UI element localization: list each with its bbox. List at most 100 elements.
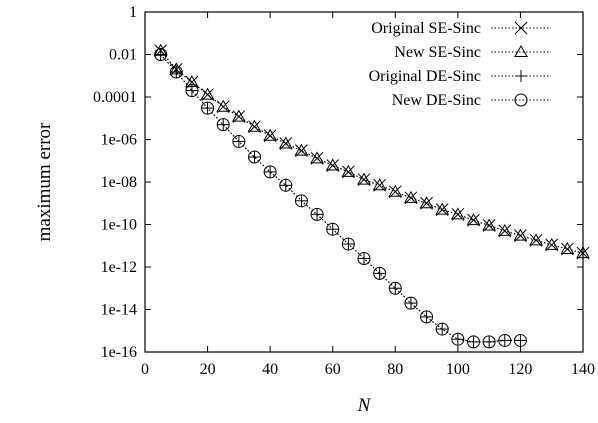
data-point-plus [170,66,183,79]
data-point-circle [513,333,527,347]
data-point-triangle [513,228,528,241]
data-point-triangle [200,87,215,100]
data-point-circle [232,135,246,149]
y-tick-label: 1e-08 [101,174,137,191]
data-point-circle [357,252,371,266]
data-point-plus [217,118,230,131]
data-point-circle [294,194,308,208]
data-point-circle [216,118,230,132]
y-tick-label: 1e-16 [101,344,137,361]
series-line [160,54,521,343]
data-point-triangle [419,196,434,209]
data-point-circle [482,335,496,349]
y-tick-label: 1e-10 [101,217,137,234]
data-point-circle [169,65,183,79]
plot-frame [144,11,584,353]
data-point-circle [451,332,465,346]
y-tick-label: 1e-06 [101,132,137,149]
data-point-circle [310,207,324,221]
data-point-plus [404,297,417,310]
legend-item: Original SE-Sinc [371,20,551,37]
data-point-circle [279,178,293,192]
y-tick-label: 0.01 [109,47,137,64]
x-tick-label: 100 [446,361,470,378]
data-point-plus [248,151,261,164]
legend-label: Original SE-Sinc [371,20,481,37]
legend-marker-plus [515,70,527,82]
x-tick-label: 40 [262,361,278,378]
data-point-circle [498,333,512,347]
data-point-circle [154,48,168,61]
data-point-triangle [576,246,590,259]
data-point-triangle [341,164,356,177]
y-axis-label: maximum error [34,122,55,241]
data-point-circle [201,101,215,115]
series-triangle [153,43,590,259]
x-tick-label: 140 [571,361,595,378]
data-point-plus [232,135,245,148]
data-point-plus [311,208,324,221]
data-point-triangle [325,158,340,171]
data-point-circle [341,237,355,251]
x-axis-label: N [357,395,372,416]
legend-item: New DE-Sinc [392,92,551,109]
data-point-circle [388,281,402,295]
data-point-circle [467,335,480,349]
x-tick-label: 120 [508,361,532,378]
legend-marker-triangle [514,44,528,57]
data-point-plus [389,282,402,295]
data-point-triangle [482,218,497,231]
data-point-triangle [278,136,293,149]
data-point-triangle [529,233,543,246]
data-point-circle [248,150,261,164]
x-tick-label: 20 [200,361,216,378]
data-point-circle [373,266,387,280]
legend: Original SE-Sinc New SE-Sinc Original DE-S… [369,20,551,109]
series-circle [154,48,527,349]
legend-item: Original DE-Sinc [369,68,551,85]
data-point-circle [420,310,434,324]
y-tick-label: 1e-12 [101,259,137,276]
legend-label: New DE-Sinc [392,92,481,109]
data-point-triangle [263,128,278,141]
data-point-triangle [560,242,575,255]
data-point-circle [185,84,199,98]
data-point-triangle [466,213,481,226]
data-point-triangle [544,237,559,250]
data-point-triangle [357,172,371,185]
data-point-triangle [216,99,231,112]
data-point-plus [279,179,292,192]
data-point-triangle [404,190,418,203]
legend-label: New SE-Sinc [394,44,481,61]
y-tick-label: 1 [129,4,137,21]
x-tick-label: 0 [141,361,149,378]
data-point-circle [435,322,449,336]
data-point-plus [514,334,527,347]
data-point-triangle [372,178,387,191]
x-stroke [514,21,528,35]
data-point-plus [264,165,277,178]
axis-ticks: 0 20 40 60 80 100 120 140 1 0.01 0.0001 1e-06 1e-08 1… [93,4,595,378]
data-point-triangle [294,143,309,156]
y-tick-label: 1e-14 [101,302,137,319]
data-point-triangle [247,119,262,132]
data-point-plus [420,310,433,323]
data-point-circle [404,296,418,310]
legend-item: New SE-Sinc [394,44,551,61]
data-point-circle [326,222,340,236]
legend-marker-circle [514,93,528,107]
data-point-plus [185,84,198,97]
data-point-plus [373,267,386,280]
data-point-circle [263,165,277,179]
series-group [153,43,590,349]
x-tick-label: 80 [387,361,403,378]
y-tick-label: 0.0001 [93,89,137,106]
x-tick-label: 60 [325,361,341,378]
data-point-triangle [231,109,246,122]
data-point-triangle [435,202,450,215]
data-point-triangle [497,223,512,236]
data-point-triangle [388,184,403,197]
data-point-triangle [450,207,465,220]
